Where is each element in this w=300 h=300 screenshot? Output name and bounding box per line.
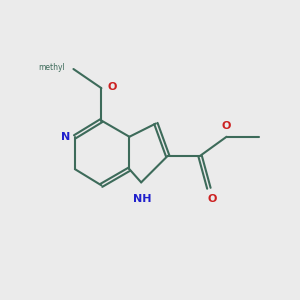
Text: O: O bbox=[207, 194, 217, 205]
Text: O: O bbox=[222, 121, 231, 130]
Text: O: O bbox=[108, 82, 117, 92]
Text: N: N bbox=[61, 132, 70, 142]
Text: NH: NH bbox=[134, 194, 152, 204]
Text: methyl: methyl bbox=[38, 63, 64, 72]
